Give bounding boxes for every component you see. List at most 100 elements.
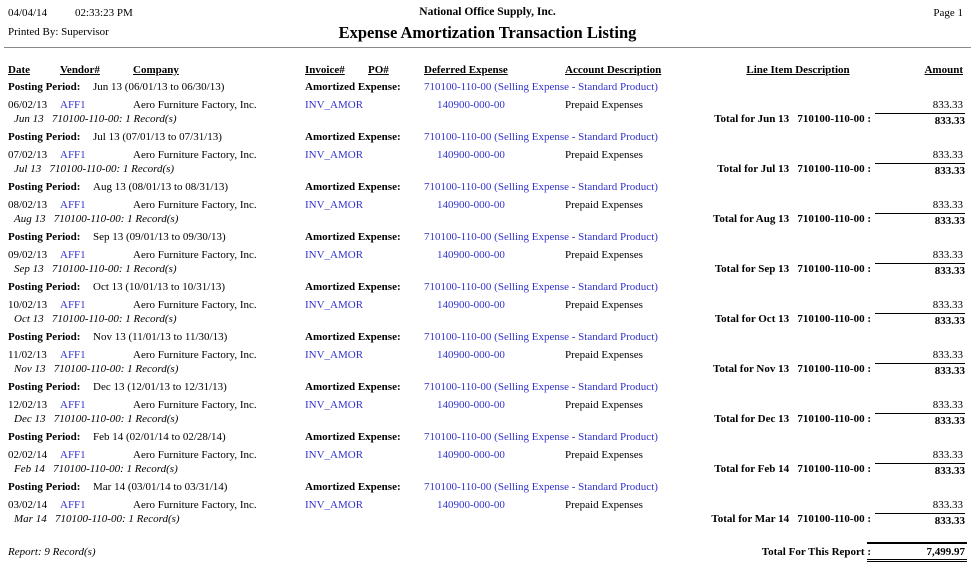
amortized-expense-account-link[interactable]: 710100-110-00 (Selling Expense - Standar… xyxy=(424,231,658,243)
transaction-date: 02/02/14 xyxy=(8,449,48,461)
group-total-row: Feb 14 710100-110-00: 1 Record(s) Total … xyxy=(0,463,975,479)
amortized-expense-account-link[interactable]: 710100-110-00 (Selling Expense - Standar… xyxy=(424,131,658,143)
amortized-expense-label: Amortized Expense: xyxy=(305,131,401,143)
amortized-expense-account-link[interactable]: 710100-110-00 (Selling Expense - Standar… xyxy=(424,331,658,343)
posting-period-row: Posting Period: Sep 13 (09/01/13 to 09/3… xyxy=(0,231,975,247)
col-po: PO# xyxy=(368,64,389,76)
vendor-company: Aero Furniture Factory, Inc. xyxy=(133,349,257,361)
account-description-value: Prepaid Expenses xyxy=(565,299,643,311)
account-description-value: Prepaid Expenses xyxy=(565,499,643,511)
vendor-company: Aero Furniture Factory, Inc. xyxy=(133,249,257,261)
vendor-company: Aero Furniture Factory, Inc. xyxy=(133,149,257,161)
group-record-count: Feb 14 710100-110-00: 1 Record(s) xyxy=(14,463,178,475)
amortized-expense-account-link[interactable]: 710100-110-00 (Selling Expense - Standar… xyxy=(424,381,658,393)
posting-period-row: Posting Period: Oct 13 (10/01/13 to 10/3… xyxy=(0,281,975,297)
deferred-account-link[interactable]: 140900-000-00 xyxy=(437,499,505,511)
amortized-expense-account-link[interactable]: 710100-110-00 (Selling Expense - Standar… xyxy=(424,481,658,493)
posting-period-row: Posting Period: Jun 13 (06/01/13 to 06/3… xyxy=(0,81,975,97)
posting-period-section: Posting Period: Jul 13 (07/01/13 to 07/3… xyxy=(0,131,975,181)
posting-period-label: Posting Period: xyxy=(8,81,81,93)
group-record-count: Oct 13 710100-110-00: 1 Record(s) xyxy=(14,313,177,325)
group-total-row: Sep 13 710100-110-00: 1 Record(s) Total … xyxy=(0,263,975,279)
invoice-link[interactable]: INV_AMOR xyxy=(305,99,364,111)
deferred-account-link[interactable]: 140900-000-00 xyxy=(437,99,505,111)
deferred-account-link[interactable]: 140900-000-00 xyxy=(437,349,505,361)
vendor-code-link[interactable]: AFF1 xyxy=(60,99,86,111)
vendor-code-link[interactable]: AFF1 xyxy=(60,249,86,261)
group-total-label: Total for Feb 14 710100-110-00 : xyxy=(714,463,871,475)
transaction-row: 03/02/14 AFF1 Aero Furniture Factory, In… xyxy=(0,499,975,515)
col-amount: Amount xyxy=(924,64,963,76)
invoice-link[interactable]: INV_AMOR xyxy=(305,349,364,361)
posting-period-row: Posting Period: Dec 13 (12/01/13 to 12/3… xyxy=(0,381,975,397)
group-record-count: Aug 13 710100-110-00: 1 Record(s) xyxy=(14,213,179,225)
group-total-row: Dec 13 710100-110-00: 1 Record(s) Total … xyxy=(0,413,975,429)
posting-period-row: Posting Period: Nov 13 (11/01/13 to 11/3… xyxy=(0,331,975,347)
transaction-amount: 833.33 xyxy=(932,349,963,361)
vendor-code-link[interactable]: AFF1 xyxy=(60,299,86,311)
posting-period-value: Jul 13 (07/01/13 to 07/31/13) xyxy=(93,131,222,143)
posting-period-value: Jun 13 (06/01/13 to 06/30/13) xyxy=(93,81,225,93)
group-total-amount: 833.33 xyxy=(875,113,965,127)
posting-period-label: Posting Period: xyxy=(8,481,81,493)
vendor-code-link[interactable]: AFF1 xyxy=(60,399,86,411)
transaction-amount: 833.33 xyxy=(932,99,963,111)
transaction-date: 06/02/13 xyxy=(8,99,48,111)
posting-period-label: Posting Period: xyxy=(8,381,81,393)
posting-period-label: Posting Period: xyxy=(8,131,81,143)
amortized-expense-account-link[interactable]: 710100-110-00 (Selling Expense - Standar… xyxy=(424,431,658,443)
group-total-row: Mar 14 710100-110-00: 1 Record(s) Total … xyxy=(0,513,975,529)
transaction-row: 11/02/13 AFF1 Aero Furniture Factory, In… xyxy=(0,349,975,365)
col-company: Company xyxy=(133,64,179,76)
col-date: Date xyxy=(8,64,30,76)
posting-period-row: Posting Period: Jul 13 (07/01/13 to 07/3… xyxy=(0,131,975,147)
deferred-account-link[interactable]: 140900-000-00 xyxy=(437,299,505,311)
group-total-label: Total for Sep 13 710100-110-00 : xyxy=(714,263,871,275)
vendor-company: Aero Furniture Factory, Inc. xyxy=(133,299,257,311)
invoice-link[interactable]: INV_AMOR xyxy=(305,199,364,211)
vendor-company: Aero Furniture Factory, Inc. xyxy=(133,449,257,461)
transaction-row: 07/02/13 AFF1 Aero Furniture Factory, In… xyxy=(0,149,975,165)
vendor-code-link[interactable]: AFF1 xyxy=(60,149,86,161)
account-description-value: Prepaid Expenses xyxy=(565,199,643,211)
posting-period-section: Posting Period: Oct 13 (10/01/13 to 10/3… xyxy=(0,281,975,331)
invoice-link[interactable]: INV_AMOR xyxy=(305,149,364,161)
vendor-code-link[interactable]: AFF1 xyxy=(60,199,86,211)
invoice-link[interactable]: INV_AMOR xyxy=(305,449,364,461)
posting-period-section: Posting Period: Jun 13 (06/01/13 to 06/3… xyxy=(0,81,975,131)
amortized-expense-account-link[interactable]: 710100-110-00 (Selling Expense - Standar… xyxy=(424,181,658,193)
group-total-label: Total for Oct 13 710100-110-00 : xyxy=(714,313,871,325)
transaction-row: 12/02/13 AFF1 Aero Furniture Factory, In… xyxy=(0,399,975,415)
amortized-expense-account-link[interactable]: 710100-110-00 (Selling Expense - Standar… xyxy=(424,281,658,293)
invoice-link[interactable]: INV_AMOR xyxy=(305,499,364,511)
posting-period-label: Posting Period: xyxy=(8,331,81,343)
posting-period-section: Posting Period: Nov 13 (11/01/13 to 11/3… xyxy=(0,331,975,381)
transaction-date: 08/02/13 xyxy=(8,199,48,211)
vendor-code-link[interactable]: AFF1 xyxy=(60,499,86,511)
transaction-row: 02/02/14 AFF1 Aero Furniture Factory, In… xyxy=(0,449,975,465)
vendor-code-link[interactable]: AFF1 xyxy=(60,449,86,461)
group-total-label: Total for Dec 13 710100-110-00 : xyxy=(714,413,871,425)
group-total-label: Total for Aug 13 710100-110-00 : xyxy=(713,213,871,225)
posting-period-section: Posting Period: Sep 13 (09/01/13 to 09/3… xyxy=(0,231,975,281)
group-record-count: Sep 13 710100-110-00: 1 Record(s) xyxy=(14,263,177,275)
col-line-item-description: Line Item Description xyxy=(746,64,850,76)
invoice-link[interactable]: INV_AMOR xyxy=(305,399,364,411)
posting-period-row: Posting Period: Mar 14 (03/01/14 to 03/3… xyxy=(0,481,975,497)
posting-period-value: Dec 13 (12/01/13 to 12/31/13) xyxy=(93,381,227,393)
transaction-amount: 833.33 xyxy=(932,299,963,311)
group-total-amount: 833.33 xyxy=(875,413,965,427)
deferred-account-link[interactable]: 140900-000-00 xyxy=(437,249,505,261)
transaction-date: 07/02/13 xyxy=(8,149,48,161)
invoice-link[interactable]: INV_AMOR xyxy=(305,249,364,261)
invoice-link[interactable]: INV_AMOR xyxy=(305,299,364,311)
vendor-code-link[interactable]: AFF1 xyxy=(60,349,86,361)
deferred-account-link[interactable]: 140900-000-00 xyxy=(437,449,505,461)
account-description-value: Prepaid Expenses xyxy=(565,249,643,261)
deferred-account-link[interactable]: 140900-000-00 xyxy=(437,149,505,161)
posting-period-label: Posting Period: xyxy=(8,181,81,193)
deferred-account-link[interactable]: 140900-000-00 xyxy=(437,199,505,211)
deferred-account-link[interactable]: 140900-000-00 xyxy=(437,399,505,411)
amortized-expense-account-link[interactable]: 710100-110-00 (Selling Expense - Standar… xyxy=(424,81,658,93)
group-total-row: Aug 13 710100-110-00: 1 Record(s) Total … xyxy=(0,213,975,229)
